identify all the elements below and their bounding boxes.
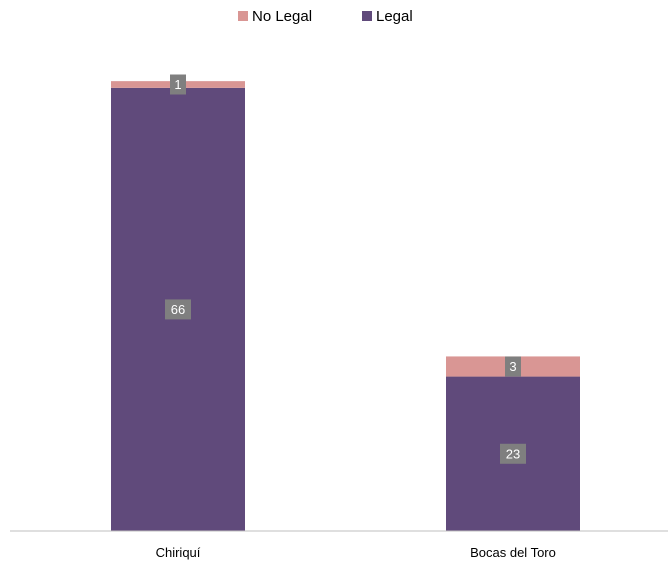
data-labels: 66 1 23 3 [165,74,526,464]
data-label-no-legal-chiriqui: 1 [170,74,186,95]
bar-stacks [111,81,580,531]
data-label-no-legal-bocas-del-toro: 3 [505,356,521,377]
x-tick-label-bocas-del-toro: Bocas del Toro [470,545,556,560]
legend-swatch-legal [362,11,372,21]
legend-swatch-no-legal [238,11,248,21]
data-label-value: 66 [171,302,185,317]
chart-legend: No Legal Legal [238,8,413,25]
data-label-box [505,356,521,377]
data-label-value: 1 [174,77,181,92]
legend-item-no-legal: No Legal [238,8,312,25]
legend-item-legal: Legal [362,8,413,25]
data-label-box [165,299,191,320]
data-label-box [170,74,186,95]
data-label-value: 23 [506,446,520,461]
legend-label-legal: Legal [376,8,413,25]
data-label-legal-chiriqui: 66 [165,299,191,320]
data-label-value: 3 [509,359,516,374]
data-label-box [500,443,526,464]
x-tick-label-chiriqui: Chiriquí [156,545,201,560]
x-axis-tick-labels: Chiriquí Bocas del Toro [156,545,556,560]
legend-label-no-legal: No Legal [252,8,312,25]
data-label-legal-bocas-del-toro: 23 [500,443,526,464]
